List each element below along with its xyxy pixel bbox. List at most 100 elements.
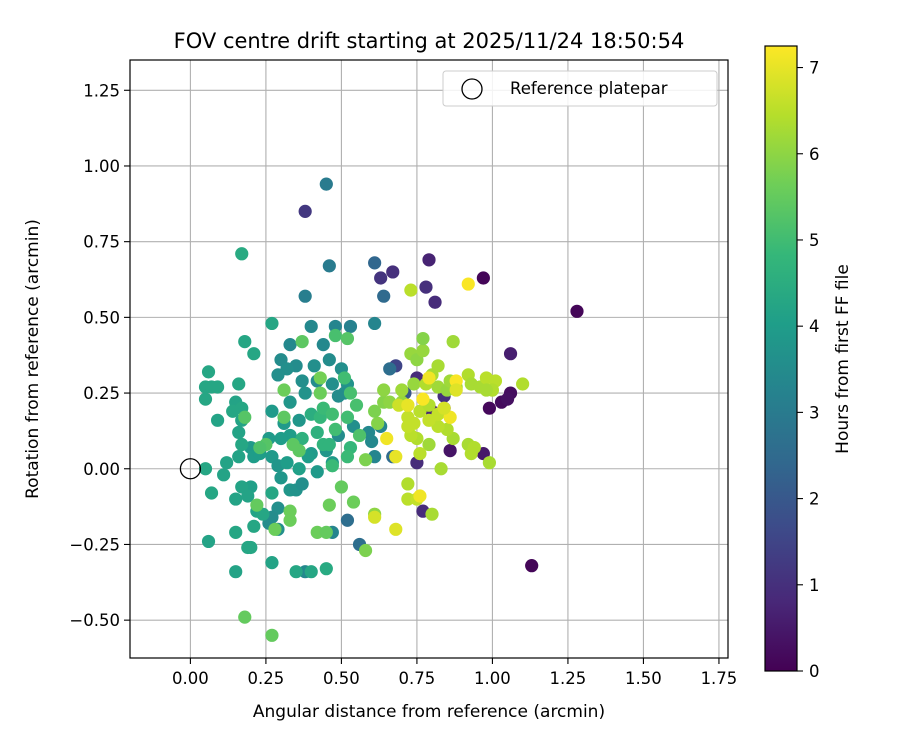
data-point (283, 504, 297, 518)
data-point (210, 413, 225, 427)
data-point (500, 392, 515, 406)
colorbar-tick-label: 0 (809, 662, 820, 681)
x-tick-label: 0.75 (399, 669, 436, 688)
x-tick-label: 1.00 (474, 669, 511, 688)
data-point (446, 334, 460, 349)
data-point (401, 477, 415, 491)
data-point (295, 477, 309, 491)
data-point (232, 425, 246, 440)
colorbar-tick-label: 7 (809, 59, 820, 78)
y-tick-label: 0.25 (83, 384, 120, 403)
data-point (322, 437, 336, 452)
data-point (265, 556, 279, 570)
data-point (374, 271, 388, 285)
data-point (525, 559, 539, 573)
y-axis-ticks: −0.50 −0.25 0.00 0.25 0.50 0.75 1.00 1.25 (69, 81, 130, 630)
colorbar-tick-label: 5 (809, 231, 820, 250)
x-axis-label: Angular distance from reference (arcmin) (253, 702, 605, 722)
data-point (401, 398, 415, 412)
data-point (265, 404, 279, 418)
x-tick-label: 0.25 (248, 669, 285, 688)
y-tick-label: 0.75 (83, 233, 120, 252)
data-point (422, 437, 436, 452)
data-point (413, 489, 427, 503)
data-point (313, 386, 327, 400)
colorbar-tick-label: 4 (809, 317, 820, 336)
data-point (274, 431, 288, 446)
data-point (232, 377, 246, 391)
data-point (238, 334, 252, 349)
data-point (437, 401, 451, 415)
reference-marker-layer (179, 458, 202, 480)
x-tick-label: 1.75 (701, 669, 738, 688)
data-point (340, 410, 355, 424)
data-point (298, 289, 312, 303)
data-point (343, 319, 358, 334)
data-point (198, 462, 213, 476)
data-point (422, 371, 436, 385)
legend-entry-reference: Reference platepar (510, 79, 668, 98)
data-point (292, 413, 306, 427)
data-point (310, 425, 324, 440)
data-point (295, 334, 309, 349)
chart-title: FOV centre drift starting at 2025/11/24 … (174, 29, 685, 53)
data-point (413, 447, 427, 461)
data-point (277, 410, 291, 424)
data-point (271, 368, 285, 382)
data-point (310, 525, 324, 539)
data-point (349, 398, 364, 412)
data-point (244, 540, 258, 555)
x-tick-label: 1.25 (550, 669, 587, 688)
data-point (358, 543, 373, 558)
data-point (368, 256, 382, 270)
y-tick-label: −0.50 (69, 611, 120, 630)
plot-frame (129, 59, 729, 659)
data-point (210, 380, 225, 394)
data-point (280, 456, 294, 470)
data-point (325, 377, 339, 391)
reference-platepar-marker (179, 458, 202, 480)
legend: Reference platepar (442, 70, 718, 107)
data-point (365, 434, 379, 449)
data-point (235, 437, 249, 452)
data-point (434, 462, 448, 476)
grid (130, 60, 728, 658)
data-point (198, 392, 213, 406)
data-point (377, 289, 391, 303)
data-point (340, 331, 355, 346)
data-point (229, 565, 243, 579)
x-axis-ticks: 0.00 0.25 0.50 0.75 1.00 1.25 1.50 1.75 (172, 658, 737, 688)
data-point (277, 383, 291, 397)
data-point (298, 386, 312, 400)
data-point (250, 498, 264, 512)
data-point (428, 295, 442, 309)
data-point (395, 383, 409, 397)
data-point (204, 486, 219, 500)
data-point (201, 534, 216, 549)
data-point (380, 431, 394, 446)
data-point (377, 383, 391, 397)
data-point (265, 628, 279, 642)
data-point (283, 395, 297, 409)
data-point (238, 410, 252, 424)
colorbar-label: Hours from first FF file (833, 264, 853, 454)
data-point (431, 359, 445, 373)
data-point (265, 486, 279, 500)
data-point (464, 447, 478, 461)
data-point (570, 304, 584, 318)
data-point (328, 422, 342, 436)
colorbar-tick-label: 2 (809, 490, 820, 509)
data-points (198, 177, 584, 642)
data-point (482, 401, 497, 415)
data-point (340, 513, 355, 527)
data-point (443, 443, 457, 458)
data-point (337, 371, 352, 385)
data-point (298, 204, 312, 218)
data-point (319, 177, 333, 191)
data-point (304, 565, 318, 579)
data-point (322, 353, 336, 367)
data-point (461, 277, 475, 291)
x-tick-label: 0.50 (323, 669, 360, 688)
data-point (295, 374, 309, 388)
data-point (283, 513, 297, 527)
